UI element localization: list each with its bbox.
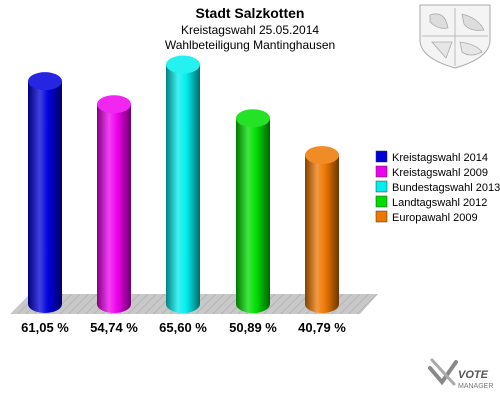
bars-group: [28, 55, 339, 314]
bar-2: [97, 95, 131, 313]
bar-body-1: [28, 81, 62, 313]
value-label-4: 50,89 %: [229, 320, 277, 335]
legend-label-2: Kreistagswahl 2009: [392, 167, 488, 179]
legend-swatch-2: [375, 165, 388, 178]
legend: Kreistagswahl 2014 Kreistagswahl 2009 Bund…: [375, 150, 500, 224]
bar-cap-2: [97, 95, 131, 114]
chart-subtitle-1: Kreistagswahl 25.05.2014: [181, 23, 319, 37]
bar-cap-1: [28, 72, 62, 91]
vote-manager-logo-text: VOTE: [458, 369, 489, 381]
bar-cap-4: [236, 109, 270, 128]
legend-label-3: Bundestagswahl 2013: [392, 182, 500, 194]
chart-title: Stadt Salzkotten: [196, 5, 305, 21]
bar-cap-5: [305, 146, 339, 165]
bar-body-3: [166, 64, 200, 313]
value-label-5: 40,79 %: [298, 320, 346, 335]
value-label-2: 54,74 %: [90, 320, 138, 335]
legend-swatch-4: [375, 195, 388, 208]
value-label-1: 61,05 %: [21, 320, 69, 335]
legend-swatch-5: [375, 210, 388, 223]
legend-label-1: Kreistagswahl 2014: [392, 152, 488, 164]
bar-body-4: [236, 118, 270, 314]
bar-4: [236, 109, 270, 314]
legend-label-4: Landtagswahl 2012: [392, 197, 487, 209]
bar-5: [305, 146, 339, 313]
vote-manager-logo-subtext: MANAGER: [458, 383, 493, 390]
legend-swatch-1: [375, 150, 388, 163]
legend-swatch-3: [375, 180, 388, 193]
coat-of-arms-icon: [419, 4, 491, 69]
bar-cap-3: [166, 55, 200, 74]
bar-body-2: [97, 104, 131, 313]
vote-manager-logo: VOTE MANAGER: [428, 358, 493, 390]
legend-label-5: Europawahl 2009: [392, 212, 478, 224]
value-labels-group: 61,05 % 54,74 % 65,60 % 50,89 % 40,79 %: [21, 320, 346, 335]
bar-3: [166, 55, 200, 313]
bar-1: [28, 72, 62, 313]
chart-subtitle-2: Wahlbeteiligung Mantinghausen: [165, 38, 335, 52]
value-label-3: 65,60 %: [159, 320, 207, 335]
vote-manager-logo-icon: [428, 358, 458, 386]
bar-body-5: [305, 155, 339, 313]
